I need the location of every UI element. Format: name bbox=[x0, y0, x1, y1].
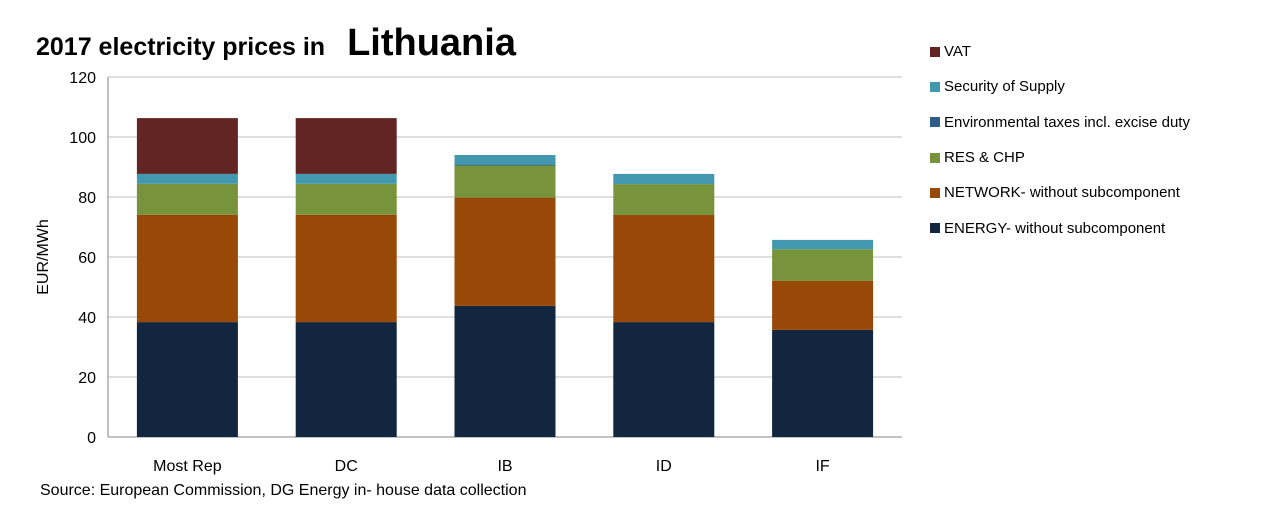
bar-segment bbox=[613, 322, 715, 437]
y-tick-label: 0 bbox=[87, 430, 96, 447]
y-tick-label: 40 bbox=[78, 310, 96, 327]
y-tick-label: 60 bbox=[78, 250, 96, 267]
bar-segment bbox=[136, 322, 238, 437]
source-note: Source: European Commission, DG Energy i… bbox=[40, 482, 527, 499]
legend-item: ENERGY- without subcomponent bbox=[930, 210, 1190, 245]
x-tick-label: IF bbox=[815, 458, 829, 475]
bar-segment bbox=[613, 184, 715, 215]
legend-label: Environmental taxes incl. excise duty bbox=[944, 113, 1190, 131]
legend-label: Security of Supply bbox=[944, 78, 1065, 96]
bar-segment bbox=[136, 173, 238, 184]
bar-segment bbox=[454, 164, 556, 166]
x-tick-label: Most Rep bbox=[153, 458, 222, 475]
legend-item: NETWORK- without subcomponent bbox=[930, 175, 1190, 210]
chart-title: 2017 electricity prices in Lithuania bbox=[36, 22, 516, 65]
legend-item: Environmental taxes incl. excise duty bbox=[930, 105, 1190, 140]
y-tick-label: 80 bbox=[78, 190, 96, 207]
bar-segment bbox=[772, 280, 874, 330]
legend-item: Security of Supply bbox=[930, 69, 1190, 104]
bar-segment bbox=[295, 118, 397, 174]
legend-item: RES & CHP bbox=[930, 140, 1190, 175]
bar-segment bbox=[136, 118, 238, 174]
x-tick-label: IB bbox=[497, 458, 512, 475]
legend-swatch bbox=[930, 117, 940, 128]
bar-segment bbox=[613, 173, 715, 185]
legend-swatch bbox=[930, 152, 940, 163]
title-country: Lithuania bbox=[347, 22, 516, 64]
bar-segment bbox=[295, 214, 397, 323]
bar-segment bbox=[454, 155, 556, 165]
bar-segment bbox=[772, 249, 874, 281]
x-tick-label: DC bbox=[335, 458, 358, 475]
legend-label: RES & CHP bbox=[944, 149, 1025, 167]
bar-segment bbox=[136, 214, 238, 323]
y-tick-label: 120 bbox=[69, 70, 96, 87]
bar-segment bbox=[454, 197, 556, 306]
legend-swatch bbox=[930, 187, 940, 198]
legend-label: ENERGY- without subcomponent bbox=[944, 219, 1166, 237]
y-tick-label: 20 bbox=[78, 370, 96, 387]
bar-segment bbox=[295, 183, 397, 215]
legend-swatch bbox=[930, 223, 940, 234]
legend-item: VAT bbox=[930, 34, 1190, 69]
bar-segment bbox=[454, 165, 556, 198]
title-text: 2017 electricity prices in bbox=[36, 33, 326, 61]
bar-segment bbox=[295, 173, 397, 184]
legend: VAT Security of Supply Environmental taxes… bbox=[930, 34, 1190, 246]
bar-segment bbox=[295, 322, 397, 437]
bar-segment bbox=[613, 215, 715, 323]
legend-swatch bbox=[930, 81, 940, 92]
bar-segment bbox=[136, 183, 238, 215]
y-tick-label: 100 bbox=[69, 130, 96, 147]
y-axis-label: EUR/MWh bbox=[35, 219, 52, 295]
bar-segment bbox=[772, 329, 874, 437]
x-tick-label: ID bbox=[656, 458, 672, 475]
legend-swatch bbox=[930, 46, 940, 57]
legend-label: VAT bbox=[944, 43, 971, 61]
legend-label: NETWORK- without subcomponent bbox=[944, 184, 1180, 202]
bar-segment bbox=[454, 305, 556, 437]
bar-segment bbox=[772, 239, 874, 250]
